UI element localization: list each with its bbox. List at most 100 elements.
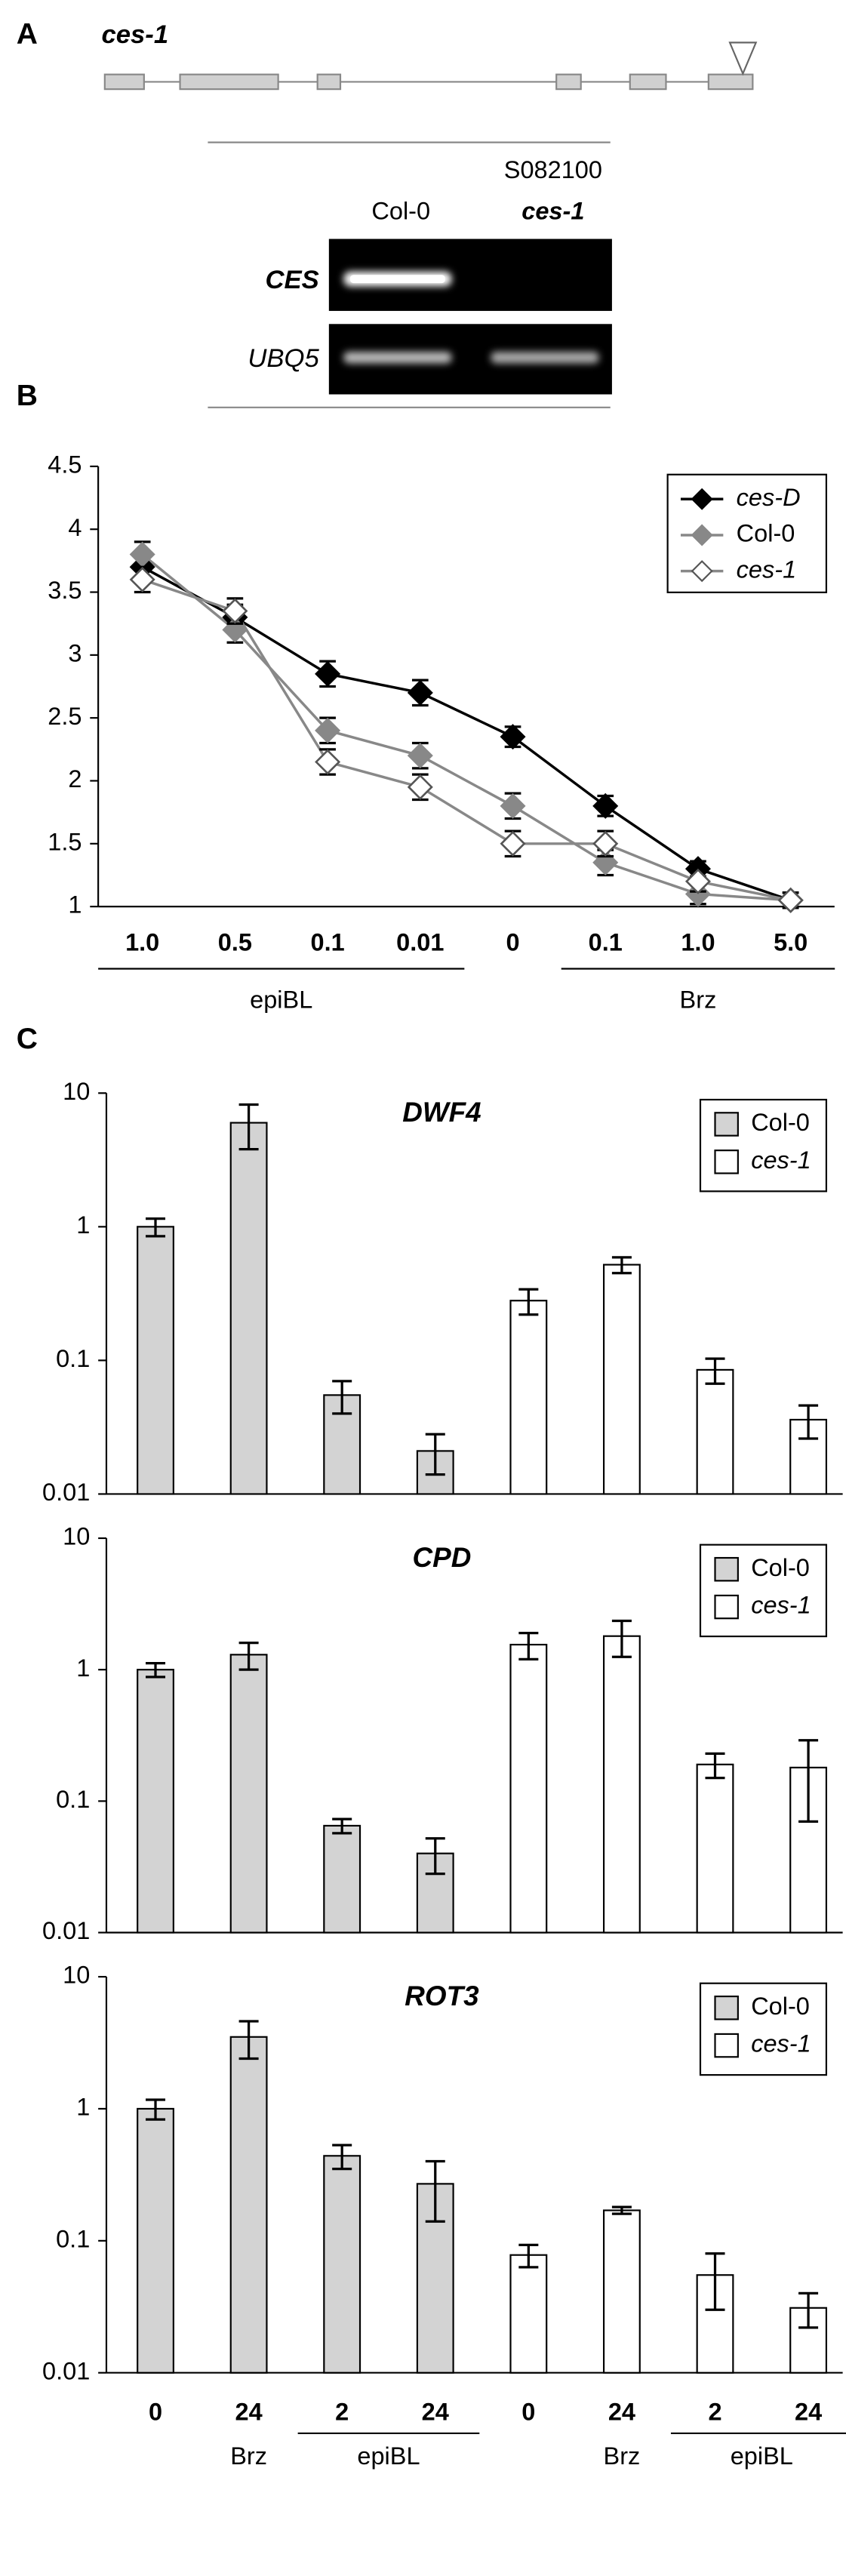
legend-label: ces-1 — [751, 2030, 811, 2057]
group-label: Brz — [680, 986, 717, 1013]
x-tick-label: 0.1 — [310, 929, 344, 956]
bar — [137, 1226, 174, 1495]
marker — [407, 774, 433, 800]
panel-label: A — [17, 18, 38, 51]
y-tick-label: 0.1 — [56, 2225, 90, 2252]
bar — [323, 2155, 361, 2374]
legend-label: ces-1 — [751, 1592, 811, 1619]
row-label: UBQ5 — [248, 344, 319, 373]
legend-label: Col-0 — [751, 1993, 810, 2020]
series-line — [141, 553, 791, 902]
bar — [229, 2036, 268, 2374]
legend-box — [699, 1098, 828, 1193]
bar — [229, 1122, 268, 1495]
legend-swatch — [714, 1995, 739, 2020]
marker — [684, 868, 711, 894]
exon — [316, 73, 342, 91]
legend-swatch — [714, 1594, 739, 1620]
x-tick-label: 0.1 — [589, 929, 623, 956]
error-bar — [798, 1739, 819, 1823]
bar — [229, 1654, 268, 1934]
error-bar — [425, 2159, 445, 2223]
x-tick-label: 0 — [149, 2399, 162, 2426]
gel-band — [350, 275, 445, 284]
y-tick-label: 1.5 — [48, 828, 82, 855]
legend-marker — [691, 560, 713, 583]
error-bar — [238, 2020, 259, 2060]
error-bar — [705, 2252, 725, 2311]
panel-label: C — [17, 1023, 38, 1055]
gene-name: ces-1 — [101, 20, 168, 49]
error-bar — [518, 1631, 539, 1661]
x-tick-label: 2 — [335, 2399, 349, 2426]
legend-marker — [691, 524, 713, 546]
x-tick-label: 5.0 — [774, 929, 808, 956]
x-tick-label: 1.0 — [681, 929, 715, 956]
x-tick-label: 0 — [521, 2399, 535, 2426]
error-bar — [611, 2205, 632, 2215]
error-bar — [518, 1288, 539, 1316]
group-label: epiBL — [731, 2442, 793, 2470]
bar — [789, 1766, 828, 1934]
error-bar — [798, 1404, 819, 1440]
x-tick-label: 24 — [422, 2399, 449, 2426]
group-label: Brz — [604, 2442, 641, 2470]
y-tick-label: 0.01 — [42, 2357, 90, 2384]
x-tick-label: 24 — [608, 2399, 635, 2426]
bar — [696, 1763, 734, 1934]
error-bar — [705, 1357, 725, 1385]
y-tick-label: 0.1 — [56, 1786, 90, 1813]
error-bar — [146, 2098, 166, 2121]
error-bar — [332, 1817, 352, 1835]
y-tick-label: 2 — [68, 765, 82, 792]
bar — [509, 1643, 548, 1934]
y-tick-label: 3 — [68, 639, 82, 666]
error-bar — [146, 1661, 166, 1679]
error-bar — [425, 1837, 445, 1876]
x-tick-label: 24 — [235, 2399, 263, 2426]
error-bar — [611, 1256, 632, 1275]
marker — [315, 660, 341, 687]
x-tick-label: 0.5 — [218, 929, 252, 956]
y-tick-label: 4.5 — [48, 451, 82, 478]
bar — [602, 1263, 641, 1495]
y-tick-label: 1 — [68, 891, 82, 919]
error-bar — [238, 1103, 259, 1151]
error-bar — [332, 1380, 352, 1415]
y-tick-label: 10 — [63, 1523, 90, 1550]
error-bar — [332, 2144, 352, 2171]
panel-label: B — [17, 380, 38, 412]
chart-title: CPD — [413, 1542, 472, 1573]
exon — [179, 73, 279, 91]
legend-label: ces-1 — [737, 556, 797, 583]
x-tick-label: 2 — [708, 2399, 721, 2426]
legend-swatch — [714, 1112, 739, 1137]
marker — [315, 749, 341, 775]
marker — [222, 598, 248, 624]
bar — [696, 1368, 734, 1495]
y-tick-label: 2.5 — [48, 703, 82, 730]
exon — [555, 73, 582, 91]
y-tick-label: 1 — [76, 1211, 90, 1239]
exon — [707, 73, 754, 91]
y-tick-label: 1 — [76, 1654, 90, 1682]
error-bar — [425, 1433, 445, 1476]
bar — [137, 1669, 174, 1934]
lane-label: ces-1 — [521, 197, 584, 224]
x-tick-label: 24 — [795, 2399, 822, 2426]
legend-label: Col-0 — [737, 520, 795, 547]
y-tick-label: 10 — [63, 1078, 90, 1105]
error-bar — [611, 1619, 632, 1658]
bar — [323, 1824, 361, 1934]
error-bar — [798, 2291, 819, 2329]
bar — [602, 2209, 641, 2374]
legend-swatch — [714, 1150, 739, 1174]
x-tick-label: 0.01 — [396, 929, 444, 956]
group-label: epiBL — [250, 986, 312, 1013]
exons — [103, 73, 754, 91]
bar — [137, 2107, 174, 2374]
x-tick-label: 0 — [506, 929, 519, 956]
error-bar — [705, 1752, 725, 1780]
insertion-triangle — [728, 42, 758, 76]
